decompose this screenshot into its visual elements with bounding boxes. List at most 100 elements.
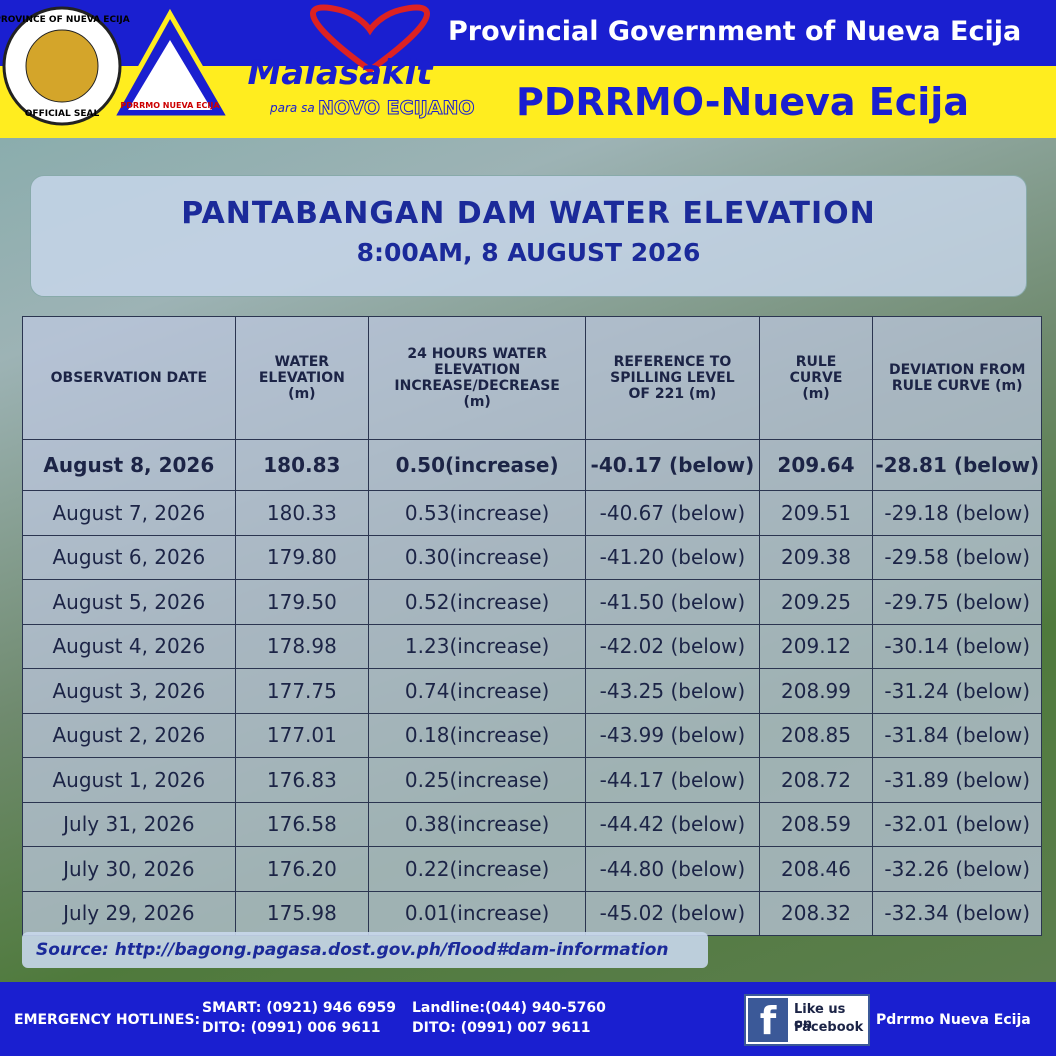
table: OBSERVATION DATE WATER ELEVATION (m) 24 HO… [22,316,1042,936]
cell: 0.52(increase) [368,579,587,625]
cell: -44.80 (below) [585,846,760,892]
row: August 8, 2026 180.83 0.50(increase) -40.17… [22,439,1042,491]
cell: -28.81 (below) [872,439,1042,491]
cell: 179.50 [234,579,370,625]
cell: 0.01(increase) [368,890,587,936]
column-header: 24 HOURS WATER ELEVATION INCREASE/DECREA… [368,316,587,440]
para-sa: para sa [269,101,315,115]
cell: -40.17 (below) [585,439,760,491]
cell: 177.01 [234,712,370,758]
cell: 0.30(increase) [368,534,587,580]
row: August 2, 2026 177.01 0.18(increase) -43.99… [22,712,1042,758]
cell: 0.18(increase) [368,712,587,758]
row: August 4, 2026 178.98 1.23(increase) -42.02… [22,623,1042,669]
office: PDRRMO-Nueva Ecija [516,80,969,124]
dito: DITO: (0991) 006 9611 [202,1020,381,1036]
cell: 175.98 [234,890,370,936]
cell: July 29, 2026 [22,890,236,936]
cell: 0.50(increase) [368,439,587,491]
row: August 1, 2026 176.83 0.25(increase) -44.17… [22,757,1042,803]
column-header: RULE CURVE (m) [758,316,874,440]
government: Provincial Government of Nueva Ecija [448,16,1022,47]
page-name: Pdrrmo Nueva Ecija [876,1012,1031,1028]
cell: 208.72 [758,757,874,803]
cell: -43.99 (below) [585,712,760,758]
cell: 176.58 [234,801,370,847]
cell: August 7, 2026 [22,490,236,536]
cell: 177.75 [234,668,370,714]
seal-bottom: OFFICIAL SEAL [25,109,100,119]
row: August 7, 2026 180.33 0.53(increase) -40.67… [22,490,1042,536]
cell: -31.89 (below) [872,757,1042,803]
hotlines: EMERGENCY HOTLINES: [14,1012,201,1028]
cell: -29.75 (below) [872,579,1042,625]
cell: 176.20 [234,846,370,892]
cell: -29.58 (below) [872,534,1042,580]
smart: SMART: (0921) 946 6959 [202,1000,396,1016]
cell: August 8, 2026 [22,439,236,491]
cell: -30.14 (below) [872,623,1042,669]
facebook: Facebook [794,1020,864,1035]
cell: 208.99 [758,668,874,714]
subtitle: 8:00AM, 8 AUGUST 2026 [356,238,701,267]
cell: -41.50 (below) [585,579,760,625]
cell: -32.01 (below) [872,801,1042,847]
cell: 208.32 [758,890,874,936]
cell: -29.18 (below) [872,490,1042,536]
facebook-badge[interactable]: f Like us on Facebook [744,994,870,1046]
cell: 208.59 [758,801,874,847]
cell: 176.83 [234,757,370,803]
cell: August 3, 2026 [22,668,236,714]
cell: July 31, 2026 [22,801,236,847]
cell: 178.98 [234,623,370,669]
like: Like us on [794,1002,846,1032]
row: July 31, 2026 176.58 0.38(increase) -44.42 … [22,801,1042,847]
header-row: OBSERVATION DATE WATER ELEVATION (m) 24 HO… [22,316,1042,440]
source-box: Source: http://bagong.pagasa.dost.gov.ph… [22,932,708,968]
cell: -44.17 (below) [585,757,760,803]
cell: 0.38(increase) [368,801,587,847]
cell: 209.51 [758,490,874,536]
cell: -41.20 (below) [585,534,760,580]
dito: DITO: (0991) 007 9611 [412,1020,591,1036]
column-header: OBSERVATION DATE [22,316,236,440]
novo: NOVO ECIJANO [318,97,475,119]
footer: EMERGENCY HOTLINES: SMART: (0921) 946 69… [0,982,1056,1056]
cell: August 6, 2026 [22,534,236,580]
cell: -31.84 (below) [872,712,1042,758]
cell: August 2, 2026 [22,712,236,758]
cell: 180.83 [234,439,370,491]
cell: 179.80 [234,534,370,580]
cell: 180.33 [234,490,370,536]
cell: 0.25(increase) [368,757,587,803]
title-box: PANTABANGAN DAM WATER ELEVATION 8:00AM, … [30,175,1027,297]
cell: 208.85 [758,712,874,758]
cell: -44.42 (below) [585,801,760,847]
row: August 5, 2026 179.50 0.52(increase) -41.50… [22,579,1042,625]
cell: 1.23(increase) [368,623,587,669]
cell: July 30, 2026 [22,846,236,892]
cell: 0.22(increase) [368,846,587,892]
column-header: REFERENCE TO SPILLING LEVEL OF 221 (m) [585,316,760,440]
landline: Landline:(044) 940-5760 [412,1000,606,1016]
cell: -45.02 (below) [585,890,760,936]
column-header: WATER ELEVATION (m) [234,316,370,440]
cell: -43.25 (below) [585,668,760,714]
cell: 209.25 [758,579,874,625]
cell: -32.26 (below) [872,846,1042,892]
column-header: DEVIATION FROM RULE CURVE (m) [872,316,1042,440]
seal-top: PROVINCE OF NUEVA ECIJA [0,15,130,25]
cell: August 1, 2026 [22,757,236,803]
cell: August 5, 2026 [22,579,236,625]
title: PANTABANGAN DAM WATER ELEVATION [181,196,876,231]
cell: 209.64 [758,439,874,491]
row: July 30, 2026 176.20 0.22(increase) -44.80 … [22,846,1042,892]
logos: PROVINCE OF NUEVA ECIJA OFFICIAL SEAL PD… [0,4,475,126]
cell: 209.38 [758,534,874,580]
cell: -31.24 (below) [872,668,1042,714]
source: Source: http://bagong.pagasa.dost.gov.ph… [36,940,669,960]
cell: -42.02 (below) [585,623,760,669]
cell: 0.53(increase) [368,490,587,536]
row: July 29, 2026 175.98 0.01(increase) -45.02 … [22,890,1042,936]
